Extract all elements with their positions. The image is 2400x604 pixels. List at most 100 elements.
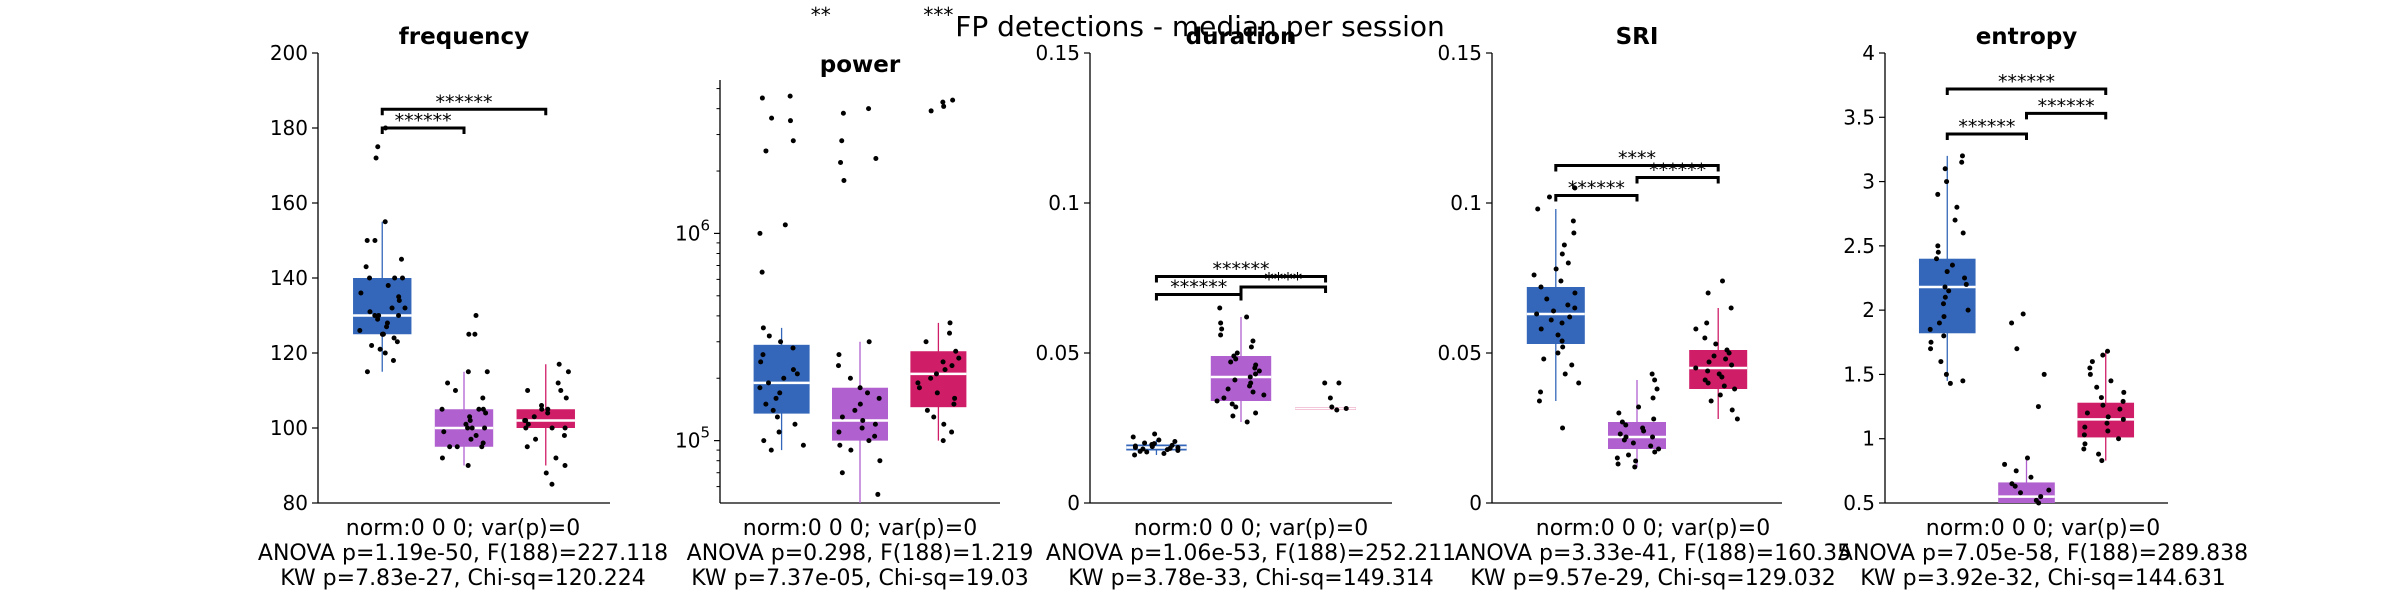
- y-tick-label: 105: [675, 424, 710, 453]
- data-point: [380, 331, 386, 337]
- data-point: [375, 316, 381, 322]
- data-point: [522, 418, 528, 423]
- data-point: [439, 406, 445, 412]
- significance-label: ******: [436, 91, 493, 113]
- significance-bracket: [1554, 164, 1720, 172]
- data-point: [773, 395, 779, 401]
- data-point: [1572, 305, 1578, 311]
- significance-label: ******: [1958, 116, 2015, 138]
- data-point: [1169, 442, 1175, 448]
- data-point: [2117, 406, 2123, 412]
- data-point: [1559, 320, 1565, 326]
- y-tick-label: 4: [1862, 41, 1875, 65]
- y-tick-label: 3: [1862, 170, 1875, 194]
- data-point: [2120, 398, 2126, 404]
- data-point: [384, 320, 390, 326]
- data-point: [1253, 362, 1259, 368]
- data-point: [2041, 371, 2047, 377]
- stats-duration: norm:0 0 0; var(p)=0 ANOVA p=1.06e-53, F…: [1021, 516, 1481, 591]
- data-point: [1946, 288, 1952, 294]
- panel-title: SRI: [1616, 24, 1659, 50]
- data-point: [947, 330, 953, 336]
- data-point: [1960, 378, 1966, 384]
- data-point: [445, 380, 451, 386]
- data-point: [758, 359, 764, 365]
- panel-title: power: [820, 52, 901, 78]
- data-point: [769, 115, 775, 121]
- data-point: [839, 470, 845, 476]
- stats-power: norm:0 0 0; var(p)=0 ANOVA p=0.298, F(18…: [630, 516, 1090, 591]
- data-point: [1538, 326, 1544, 332]
- data-point: [838, 159, 844, 165]
- data-point: [763, 148, 769, 154]
- data-point: [770, 407, 776, 413]
- data-point: [1942, 294, 1948, 300]
- significance-bracket: [1239, 285, 1328, 293]
- data-point: [1142, 440, 1148, 446]
- data-point: [2094, 384, 2100, 390]
- stats-line: norm:0 0 0; var(p)=0: [1535, 516, 1771, 541]
- data-point: [866, 106, 872, 112]
- data-point: [2105, 348, 2111, 354]
- data-point: [787, 118, 793, 124]
- significance-bracket: [380, 126, 466, 134]
- data-point: [1935, 249, 1941, 255]
- data-point: [1560, 425, 1566, 431]
- data-point: [859, 425, 865, 431]
- significance-bracket: [1154, 293, 1243, 301]
- y-tick-label: 2.5: [1843, 234, 1875, 258]
- data-point: [1616, 410, 1622, 416]
- data-point: [1705, 368, 1711, 374]
- data-point: [1334, 407, 1340, 413]
- data-point: [539, 406, 545, 412]
- y-tick-label: 1.5: [1843, 362, 1875, 386]
- data-point: [1615, 461, 1621, 467]
- data-point: [2014, 346, 2020, 352]
- data-point: [1247, 374, 1253, 380]
- data-point: [562, 425, 568, 431]
- data-point: [523, 425, 529, 431]
- data-point: [2104, 420, 2110, 426]
- data-point: [558, 388, 564, 393]
- data-point: [1565, 260, 1571, 266]
- data-point: [1230, 413, 1236, 419]
- significance-label: ******: [1649, 160, 1706, 182]
- data-point: [1729, 407, 1735, 413]
- data-point: [1640, 425, 1646, 431]
- data-point: [852, 407, 858, 413]
- box-body: [1689, 350, 1748, 389]
- data-point: [390, 358, 396, 363]
- significance-label: ******: [395, 110, 452, 132]
- data-point: [1244, 314, 1250, 320]
- data-point: [479, 444, 485, 450]
- data-point: [2024, 455, 2030, 461]
- data-point: [1721, 383, 1727, 389]
- data-point: [1256, 368, 1262, 374]
- significance-label: ****: [1618, 148, 1656, 170]
- data-point: [1132, 452, 1138, 458]
- data-point: [928, 108, 934, 114]
- data-point: [394, 339, 400, 345]
- data-point: [2100, 402, 2106, 408]
- significance-label: ******: [1170, 277, 1227, 299]
- data-point: [367, 309, 373, 315]
- data-point: [2121, 389, 2127, 395]
- data-point: [1151, 441, 1157, 447]
- data-point: [757, 385, 763, 391]
- data-point: [1717, 392, 1723, 398]
- data-point: [2028, 474, 2034, 480]
- data-point: [373, 155, 379, 161]
- data-point: [525, 388, 531, 393]
- chart-panel-duration: 00.050.10.15****** **********duration: [1035, 24, 1392, 515]
- data-point: [466, 331, 472, 337]
- data-point: [2108, 378, 2114, 384]
- data-point: [364, 238, 370, 243]
- data-point: [776, 429, 782, 435]
- stats-line: KW p=3.92e-32, Chi-sq=144.631: [1860, 566, 2226, 591]
- data-point: [539, 403, 545, 408]
- data-point: [928, 375, 934, 381]
- data-point: [1728, 305, 1734, 311]
- data-point: [382, 350, 388, 356]
- data-point: [1716, 371, 1722, 377]
